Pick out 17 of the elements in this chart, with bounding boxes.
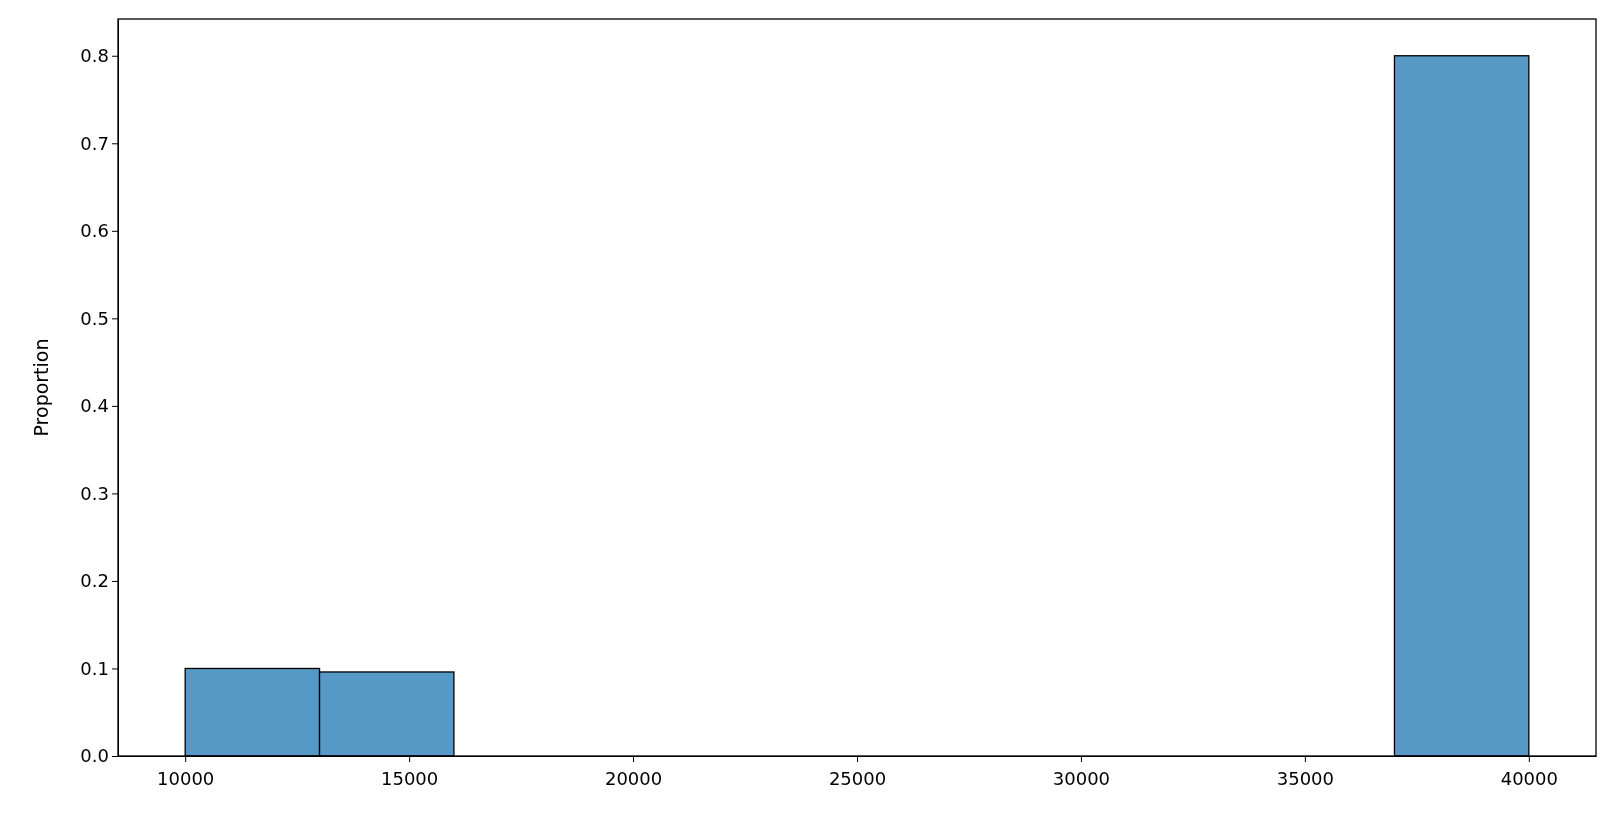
y-tick-label: 0.3: [80, 482, 109, 504]
x-tick-label: 30000: [1052, 767, 1111, 789]
x-tick-label: 35000: [1276, 767, 1335, 789]
x-tick-label: 15000: [380, 767, 439, 789]
y-tick-label: 0.6: [80, 220, 109, 242]
y-tick-label: 0.5: [80, 307, 109, 329]
y-tick-label: 0.8: [80, 45, 109, 67]
y-tick-label: 0.0: [80, 745, 109, 767]
x-tick-label: 40000: [1500, 767, 1558, 789]
y-tick-label: 0.1: [80, 657, 109, 679]
y-tick-label: 0.4: [80, 395, 109, 417]
y-axis-title: Proportion: [30, 338, 52, 437]
y-tick-label: 0.7: [80, 132, 109, 154]
x-tick-label: 25000: [828, 767, 887, 789]
y-tick-label: 0.2: [80, 570, 109, 592]
x-tick-label: 10000: [157, 767, 215, 789]
x-tick-label: 20000: [604, 767, 663, 789]
